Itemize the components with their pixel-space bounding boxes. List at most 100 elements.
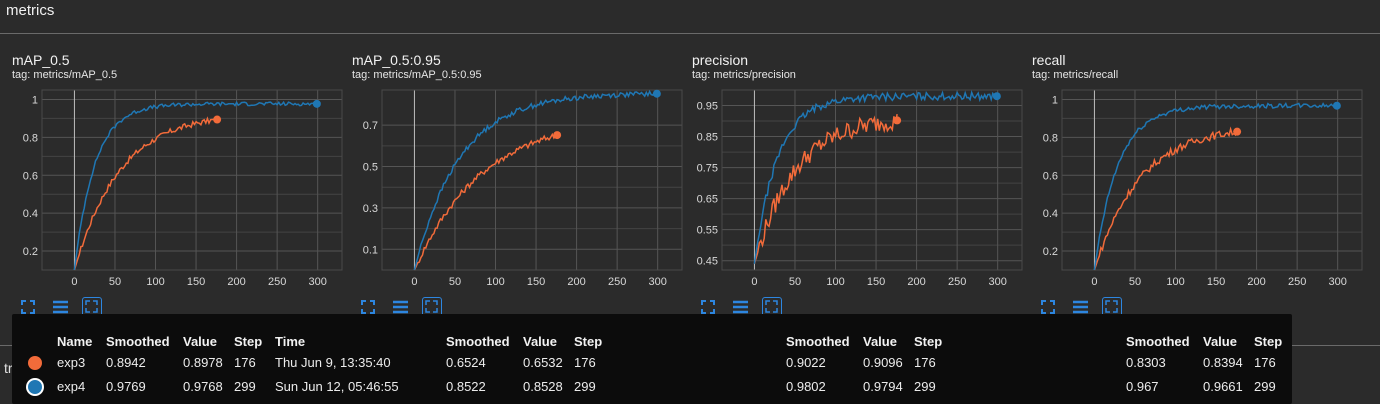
series-line-exp3 — [413, 132, 558, 271]
raw-value: 0.6532 — [523, 355, 563, 370]
raw-value: 0.9661 — [1203, 379, 1243, 394]
run-color-dot — [28, 380, 42, 394]
chart-plot[interactable]: 0.2 0.4 0.6 0.8 1 0 50 100 150 200 250 300 — [12, 89, 343, 295]
section-title: metrics — [6, 2, 55, 19]
y-tick-label: 0.45 — [697, 256, 718, 268]
x-tick-label: 100 — [826, 276, 844, 288]
x-tick-label: 300 — [988, 276, 1006, 288]
chart-tag: tag: metrics/recall — [1032, 69, 1119, 81]
plot-frame — [721, 89, 1023, 271]
step-value: 176 — [1254, 355, 1276, 370]
y-tick-label: 0.75 — [697, 163, 718, 175]
col-header-step: Step — [234, 334, 263, 349]
x-tick-label: 250 — [948, 276, 966, 288]
run-color-dot — [28, 356, 42, 370]
x-tick-label: 150 — [187, 276, 205, 288]
smoothed-value: 0.6524 — [446, 355, 486, 370]
expand-icon[interactable] — [1038, 297, 1058, 317]
step-value: 299 — [914, 379, 936, 394]
y-tick-label: 0.7 — [363, 120, 378, 132]
x-tick-label: 300 — [308, 276, 326, 288]
series-endpoint-exp4 — [652, 89, 661, 98]
y-tick-label: 0.8 — [1043, 132, 1058, 144]
series-endpoint-exp4 — [312, 99, 321, 108]
series-line-exp4 — [753, 89, 997, 264]
x-tick-label: 50 — [1129, 276, 1141, 288]
lines-icon[interactable] — [50, 297, 70, 317]
step-value: 176 — [914, 355, 936, 370]
chart-card: precision tag: metrics/precision 0.45 0.55 0… — [692, 52, 1023, 320]
col-header-step: Step — [1254, 334, 1283, 349]
step-value: 176 — [574, 355, 596, 370]
y-tick-label: 0.4 — [1043, 208, 1058, 220]
section-header[interactable]: metrics — [0, 0, 1380, 34]
col-header-smoothed: Smoothed — [786, 334, 850, 349]
chart-title: precision — [692, 52, 749, 68]
expand-icon[interactable] — [18, 297, 38, 317]
raw-value: 0.9768 — [183, 379, 223, 394]
run-name: exp4 — [57, 379, 86, 394]
lines-icon[interactable] — [730, 297, 750, 317]
y-tick-label: 0.5 — [363, 162, 378, 174]
x-tick-label: 50 — [109, 276, 121, 288]
smoothed-value: 0.967 — [1126, 379, 1159, 394]
series-line-exp3 — [753, 113, 898, 265]
chart-title: mAP_0.5 — [12, 52, 70, 68]
x-tick-label: 0 — [751, 276, 757, 288]
smoothed-value: 0.8942 — [106, 355, 146, 370]
y-tick-label: 0.4 — [23, 208, 38, 220]
y-tick-label: 1 — [1052, 94, 1058, 106]
chart-title: mAP_0.5:0.95 — [352, 52, 441, 68]
plot-frame — [1061, 89, 1363, 271]
raw-value: 0.8528 — [523, 379, 563, 394]
raw-value: 0.8394 — [1203, 355, 1243, 370]
y-tick-label: 0.3 — [363, 203, 378, 215]
x-tick-label: 200 — [1247, 276, 1265, 288]
x-tick-label: 0 — [411, 276, 417, 288]
run-time: Thu Jun 9, 13:35:40 — [275, 355, 391, 370]
smoothed-value: 0.8303 — [1126, 355, 1166, 370]
col-header-value: Value — [863, 334, 897, 349]
raw-value: 0.9096 — [863, 355, 903, 370]
x-tick-label: 300 — [1328, 276, 1346, 288]
y-tick-label: 0.65 — [697, 194, 718, 206]
x-tick-label: 250 — [1288, 276, 1306, 288]
series-endpoint-exp3 — [893, 116, 902, 125]
chart-plot[interactable]: 0.2 0.4 0.6 0.8 1 0 50 100 150 200 250 300 — [1032, 89, 1363, 295]
expand-icon[interactable] — [358, 297, 378, 317]
lines-icon[interactable] — [1070, 297, 1090, 317]
x-tick-label: 50 — [789, 276, 801, 288]
y-tick-label: 0.2 — [23, 246, 38, 258]
step-value: 299 — [574, 379, 596, 394]
x-tick-label: 100 — [146, 276, 164, 288]
x-tick-label: 50 — [449, 276, 461, 288]
x-tick-label: 150 — [527, 276, 545, 288]
col-header-step: Step — [574, 334, 603, 349]
chart-plot[interactable]: 0.1 0.3 0.5 0.7 0 50 100 150 200 250 300 — [352, 89, 683, 295]
chart-card: mAP_0.5:0.95 tag: metrics/mAP_0.5:0.95 0.1… — [352, 52, 683, 320]
series-line-exp3 — [73, 116, 218, 271]
y-tick-label: 0.95 — [697, 101, 718, 113]
y-tick-label: 0.55 — [697, 225, 718, 237]
x-tick-label: 200 — [907, 276, 925, 288]
series-line-exp4 — [73, 100, 317, 271]
y-tick-label: 0.85 — [697, 132, 718, 144]
col-header-smoothed: Smoothed — [106, 334, 170, 349]
lines-icon[interactable] — [390, 297, 410, 317]
smoothed-value: 0.9769 — [106, 379, 146, 394]
chart-card: mAP_0.5 tag: metrics/mAP_0.5 0.2 0.4 0.6 0.8 1… — [12, 52, 343, 320]
chart-tag: tag: metrics/mAP_0.5:0.95 — [352, 69, 482, 81]
series-endpoint-exp3 — [213, 115, 222, 124]
chart-plot[interactable]: 0.45 0.55 0.65 0.75 0.85 0.95 0 50 100 150 200 250 3… — [692, 89, 1023, 295]
chart-card: recall tag: metrics/recall 0.2 0.4 0.6 0.8 1 0 5… — [1032, 52, 1363, 320]
series-endpoint-exp3 — [1233, 127, 1242, 136]
y-tick-label: 0.6 — [23, 170, 38, 182]
col-header-value: Value — [183, 334, 217, 349]
series-endpoint-exp4 — [1332, 101, 1341, 110]
x-tick-label: 300 — [648, 276, 666, 288]
x-tick-label: 150 — [867, 276, 885, 288]
col-header-value: Value — [1203, 334, 1237, 349]
expand-icon[interactable] — [698, 297, 718, 317]
x-tick-label: 250 — [608, 276, 626, 288]
x-tick-label: 200 — [227, 276, 245, 288]
